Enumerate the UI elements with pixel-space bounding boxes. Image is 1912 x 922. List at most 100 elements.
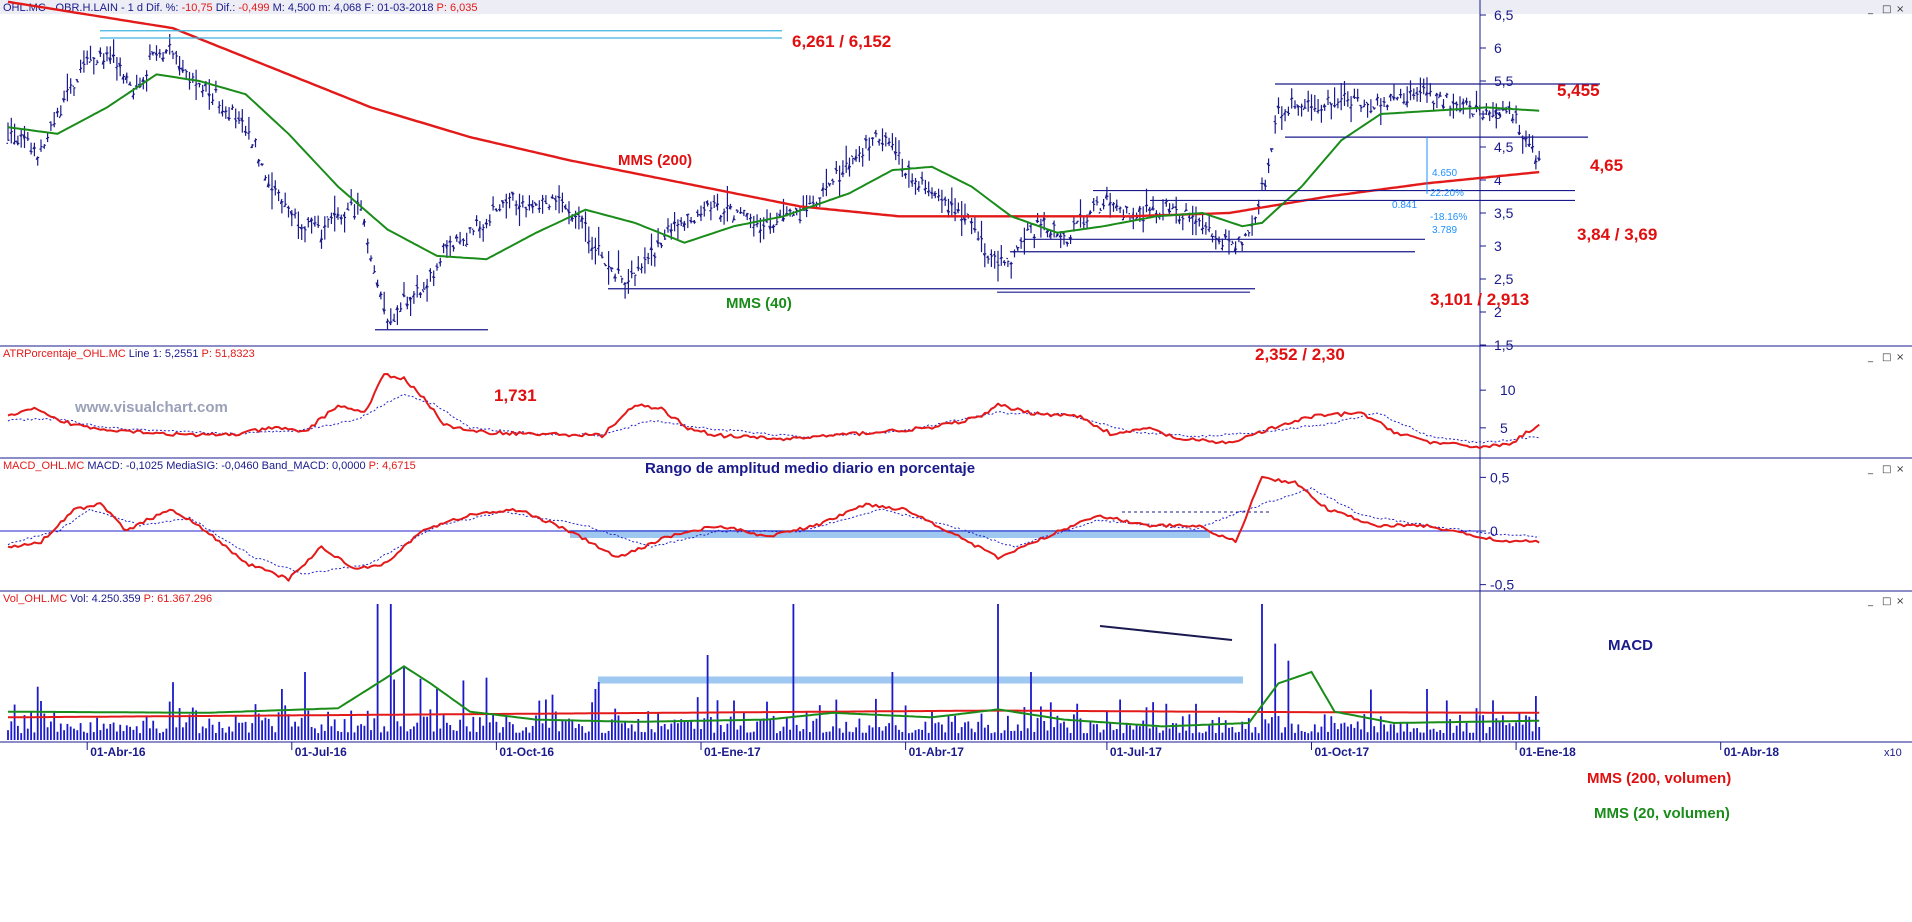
price-bar-open [329, 215, 332, 219]
price-bar-open [441, 244, 445, 248]
price-bar-open [953, 211, 956, 214]
price-bar-open [943, 197, 946, 201]
price-bar-open [365, 242, 369, 246]
price-bar-open [425, 284, 428, 289]
price-bar-open [520, 201, 524, 204]
price-bar-open [266, 181, 270, 188]
price-bar-open [656, 240, 659, 245]
price-bar-open [1388, 93, 1392, 98]
price-bar-open [758, 229, 761, 233]
price-bar-open [164, 48, 167, 54]
price-bar-open [1240, 241, 1243, 246]
price-bar-open [233, 118, 236, 120]
price-bar-open [877, 140, 880, 144]
price-bar-open [1342, 94, 1345, 97]
price-bar-open [1108, 201, 1111, 206]
macd-y-tick-label: -0,5 [1490, 577, 1514, 593]
price-bar-open [1029, 225, 1032, 228]
price-bar-open [926, 190, 930, 194]
price-bar-open [1052, 221, 1055, 225]
macd-y-tick-label: 0,5 [1490, 469, 1510, 485]
price-bar-open [1055, 233, 1058, 238]
price-bar-open [940, 198, 943, 201]
price-bar-open [88, 60, 91, 64]
price-bar-open [1346, 99, 1349, 102]
price-bar-open [444, 244, 448, 250]
price-bar-open [692, 220, 695, 223]
price-bar-open [124, 73, 128, 81]
price-bar-open [1164, 201, 1167, 204]
price-bar-open [167, 44, 171, 47]
atr-restore-icon: □ [1882, 352, 1891, 363]
price-bar-open [1405, 100, 1408, 106]
mms200-label: MMS (200) [618, 152, 692, 169]
price-y-tick-label: 4 [1494, 172, 1502, 188]
price-bar-open [847, 163, 851, 170]
price-bar-open [491, 204, 494, 207]
price-bar-open [969, 220, 973, 225]
price-bar-open [497, 208, 500, 211]
price-bar-open [1154, 212, 1157, 215]
price-bar-open [1032, 236, 1035, 239]
price-bar-open [999, 257, 1002, 260]
price-bar-open [1121, 218, 1124, 221]
price-bar-open [1398, 93, 1401, 96]
price-bar-open [458, 241, 461, 245]
price-bar-open [1101, 203, 1105, 207]
price-bar-open [689, 219, 692, 223]
volume-restore-icon: □ [1882, 596, 1891, 607]
price-bar-open [563, 205, 567, 210]
price-bar-open [840, 171, 844, 175]
macd-close-icon: × [1896, 464, 1904, 475]
price-bar-open [223, 110, 227, 113]
volume-bars [7, 604, 1541, 740]
price-bar-open [395, 306, 398, 311]
price-bar-open [1339, 100, 1342, 103]
price-bar-open [936, 195, 939, 198]
price-bar-open [1402, 101, 1405, 104]
price-bar-open [566, 208, 570, 214]
price-bar-open [989, 253, 992, 256]
price-bar-open [1174, 206, 1177, 209]
price-y-tick-label: 5,5 [1494, 73, 1514, 89]
price-bar-open [454, 234, 458, 239]
price-y-tick-label: 2,5 [1494, 271, 1514, 287]
atr-y-tick-label: 10 [1500, 382, 1516, 398]
price-bar-open [606, 267, 609, 270]
price-bar-open [646, 256, 649, 259]
price-bar-open [705, 200, 709, 206]
price-bar-open [1233, 246, 1237, 253]
price-bar-open [600, 254, 603, 258]
price-bar-open [962, 217, 966, 223]
price-bar-open [913, 182, 916, 185]
price-bar-open [405, 303, 408, 307]
price-bar-open [1256, 203, 1260, 208]
macd-minimize-icon: _ [1867, 464, 1874, 475]
price-bar-open [956, 208, 959, 214]
price-bar-open [118, 62, 121, 68]
price-bar-open [75, 78, 78, 82]
price-bar-open [1359, 104, 1362, 107]
price-bar-open [636, 266, 639, 269]
price-bar-open [1444, 94, 1448, 98]
price-bar-open [863, 137, 867, 142]
price-panel-header-bg [0, 0, 1912, 14]
price-bar-open [685, 213, 689, 217]
price-bar-open [715, 202, 719, 207]
price-bar-open [524, 206, 527, 209]
price-bar-open [718, 215, 722, 220]
price-bar-open [510, 191, 514, 196]
watermark: www.visualchart.com [74, 399, 228, 416]
price-bar-open [332, 212, 336, 218]
price-bar-open [1510, 116, 1514, 122]
price-bar-open [368, 258, 372, 262]
price-bar-open [1058, 234, 1062, 238]
price-bar-open [557, 195, 560, 199]
x-tick-label: 01-Jul-16 [295, 745, 347, 759]
price-y-tick-label: 3 [1494, 238, 1502, 254]
price-bar-open [9, 132, 12, 135]
price-bar-open [1415, 91, 1418, 94]
price-bar-open [1246, 229, 1250, 232]
price-bar-open [794, 207, 798, 212]
price-bar-open [946, 209, 950, 214]
